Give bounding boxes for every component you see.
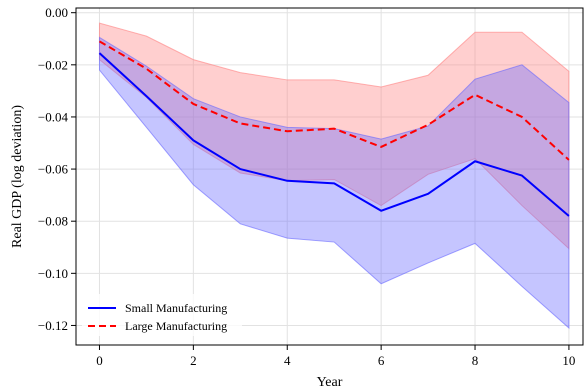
y-tick-label: −0.10 [38,266,68,281]
y-axis-ticks: 0.00 −0.02 −0.04 −0.06 −0.08 −0.10 −0.12 [38,5,76,333]
x-tick-label: 4 [284,353,291,368]
series-line-large-manufacturing [98,40,570,161]
legend: Small Manufacturing Large Manufacturing [82,294,242,336]
plot-frame [75,7,584,346]
x-tick-label: 6 [378,353,385,368]
legend-label-small-manufacturing: Small Manufacturing [125,301,227,315]
series-line-small-manufacturing [98,52,570,217]
x-tick-label: 10 [562,353,575,368]
y-tick-label: 0.00 [45,5,68,20]
confidence-bands [98,22,570,330]
x-axis-title: Year [317,375,343,390]
x-tick-label: 2 [190,353,197,368]
x-tick-label: 8 [472,353,479,368]
x-axis-ticks: 0 2 4 6 8 10 [96,345,575,368]
y-tick-label: −0.02 [38,57,68,72]
y-axis-title: Real GDP (log deviation) [10,105,25,248]
y-tick-label: −0.08 [38,214,68,229]
y-tick-label: −0.04 [38,109,69,124]
legend-label-large-manufacturing: Large Manufacturing [125,319,227,333]
y-tick-label: −0.06 [38,162,69,177]
series-lines [98,40,570,217]
x-tick-label: 0 [96,353,103,368]
legend-box [82,294,242,336]
y-tick-label: −0.12 [38,318,68,333]
